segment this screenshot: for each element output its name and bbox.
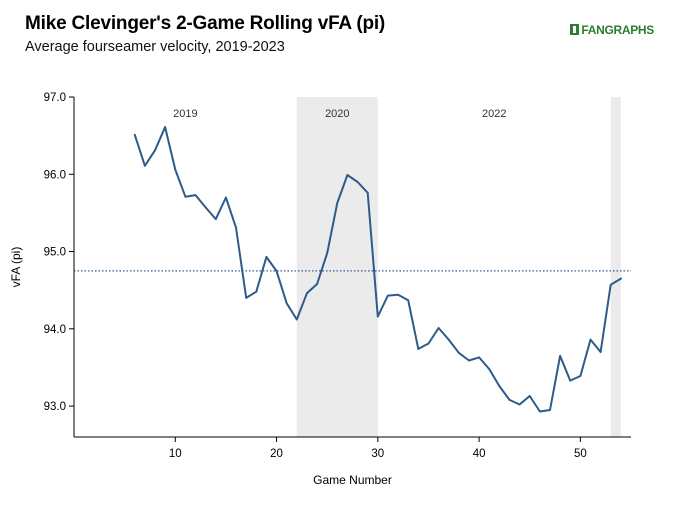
data-point bbox=[579, 375, 582, 377]
y-tick-label: 94.0 bbox=[44, 324, 66, 336]
data-point bbox=[619, 277, 622, 280]
data-point bbox=[559, 354, 562, 357]
fangraphs-logo: FANGRAPHS bbox=[570, 23, 654, 37]
series-line-vfa bbox=[133, 126, 622, 413]
data-point bbox=[336, 201, 339, 204]
fangraphs-logo-text: FANGRAPHS bbox=[581, 23, 654, 37]
data-point bbox=[599, 351, 602, 353]
data-point bbox=[508, 399, 511, 401]
y-tick-label: 96.0 bbox=[44, 169, 66, 181]
data-point bbox=[387, 294, 389, 297]
x-axis-label: Game Number bbox=[313, 473, 392, 487]
y-axis-label: vFA (pi) bbox=[9, 247, 23, 288]
data-point bbox=[376, 315, 379, 318]
x-tick-label: 50 bbox=[574, 448, 587, 460]
data-point bbox=[154, 149, 156, 152]
season-label-2019: 2019 bbox=[173, 108, 197, 120]
season-label-2020: 2020 bbox=[325, 108, 349, 120]
data-point bbox=[609, 283, 612, 286]
chart-subtitle: Average fourseamer velocity, 2019-2023 bbox=[25, 39, 285, 55]
data-point bbox=[518, 403, 521, 406]
data-point bbox=[356, 181, 359, 183]
data-point bbox=[295, 318, 298, 321]
chart-title: Mike Clevinger's 2-Game Rolling vFA (pi) bbox=[25, 13, 386, 34]
data-point bbox=[528, 395, 531, 397]
x-tick-label: 40 bbox=[473, 448, 486, 460]
x-tick-label: 30 bbox=[371, 448, 384, 460]
data-point bbox=[194, 194, 197, 197]
x-tick-label: 20 bbox=[270, 448, 283, 460]
data-point bbox=[285, 302, 288, 305]
data-point bbox=[437, 327, 440, 329]
data-point bbox=[225, 196, 227, 199]
data-point bbox=[447, 338, 450, 341]
data-point bbox=[164, 126, 167, 129]
data-point bbox=[255, 290, 258, 293]
y-tick-label: 95.0 bbox=[44, 247, 66, 259]
data-point bbox=[214, 218, 217, 220]
y-tick-label: 97.0 bbox=[44, 92, 66, 104]
data-point bbox=[468, 359, 470, 362]
data-point bbox=[427, 342, 430, 345]
season-label-2022: 2022 bbox=[482, 108, 506, 120]
data-point bbox=[488, 368, 491, 370]
data-point bbox=[538, 410, 541, 413]
data-point bbox=[346, 174, 349, 176]
data-point bbox=[143, 164, 146, 167]
y-tick-label: 93.0 bbox=[44, 401, 66, 413]
fangraphs-logo-icon bbox=[570, 24, 580, 35]
data-point bbox=[326, 252, 329, 254]
data-point bbox=[457, 351, 460, 354]
data-point bbox=[316, 283, 318, 285]
data-point bbox=[184, 195, 187, 198]
data-point bbox=[306, 292, 308, 295]
data-point bbox=[478, 356, 480, 359]
season-band-band-3 bbox=[610, 97, 621, 437]
x-tick-label: 10 bbox=[169, 448, 182, 460]
data-point bbox=[265, 256, 268, 258]
data-point bbox=[498, 385, 501, 387]
data-point bbox=[397, 293, 399, 296]
data-point bbox=[133, 133, 136, 136]
data-point bbox=[407, 299, 410, 302]
data-point bbox=[366, 191, 369, 194]
season-band-2020 bbox=[296, 97, 378, 437]
data-point bbox=[569, 379, 572, 382]
data-point bbox=[417, 348, 420, 350]
data-point bbox=[549, 409, 551, 411]
data-point bbox=[174, 168, 177, 171]
data-point bbox=[275, 269, 278, 272]
data-point bbox=[245, 297, 248, 299]
data-point bbox=[204, 206, 207, 209]
data-point bbox=[589, 338, 592, 341]
data-point bbox=[235, 226, 237, 229]
